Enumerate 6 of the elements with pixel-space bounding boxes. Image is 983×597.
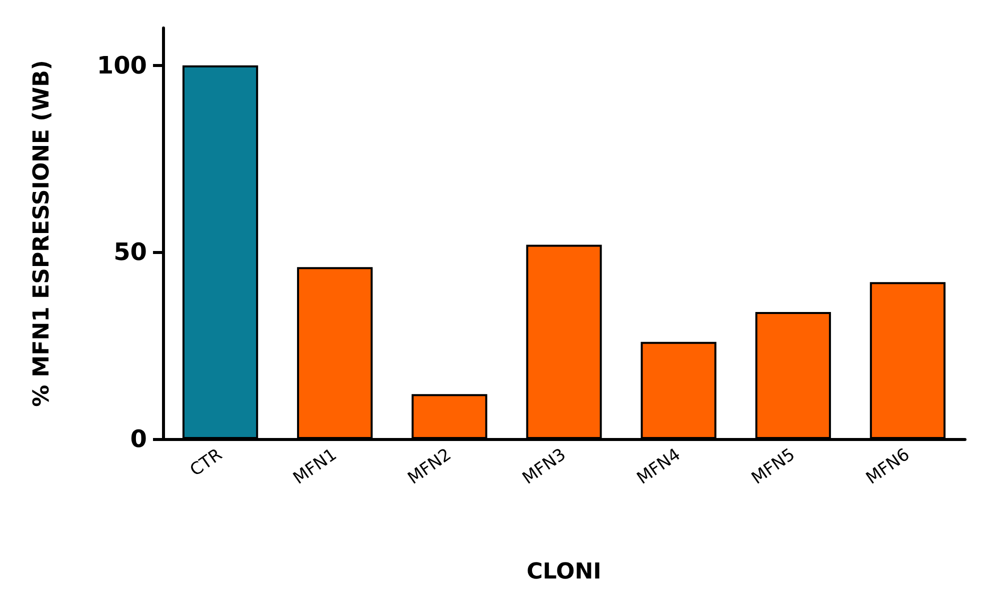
y-tick-label: 50 bbox=[114, 238, 147, 266]
y-tick-label: 100 bbox=[96, 51, 147, 80]
x-tick-label: CTR bbox=[186, 444, 226, 481]
y-tick-label: 0 bbox=[130, 425, 147, 453]
y-axis-title: % MFN1 ESPRESSIONE (WB) bbox=[30, 60, 54, 407]
x-axis-title: CLONI bbox=[526, 560, 602, 584]
